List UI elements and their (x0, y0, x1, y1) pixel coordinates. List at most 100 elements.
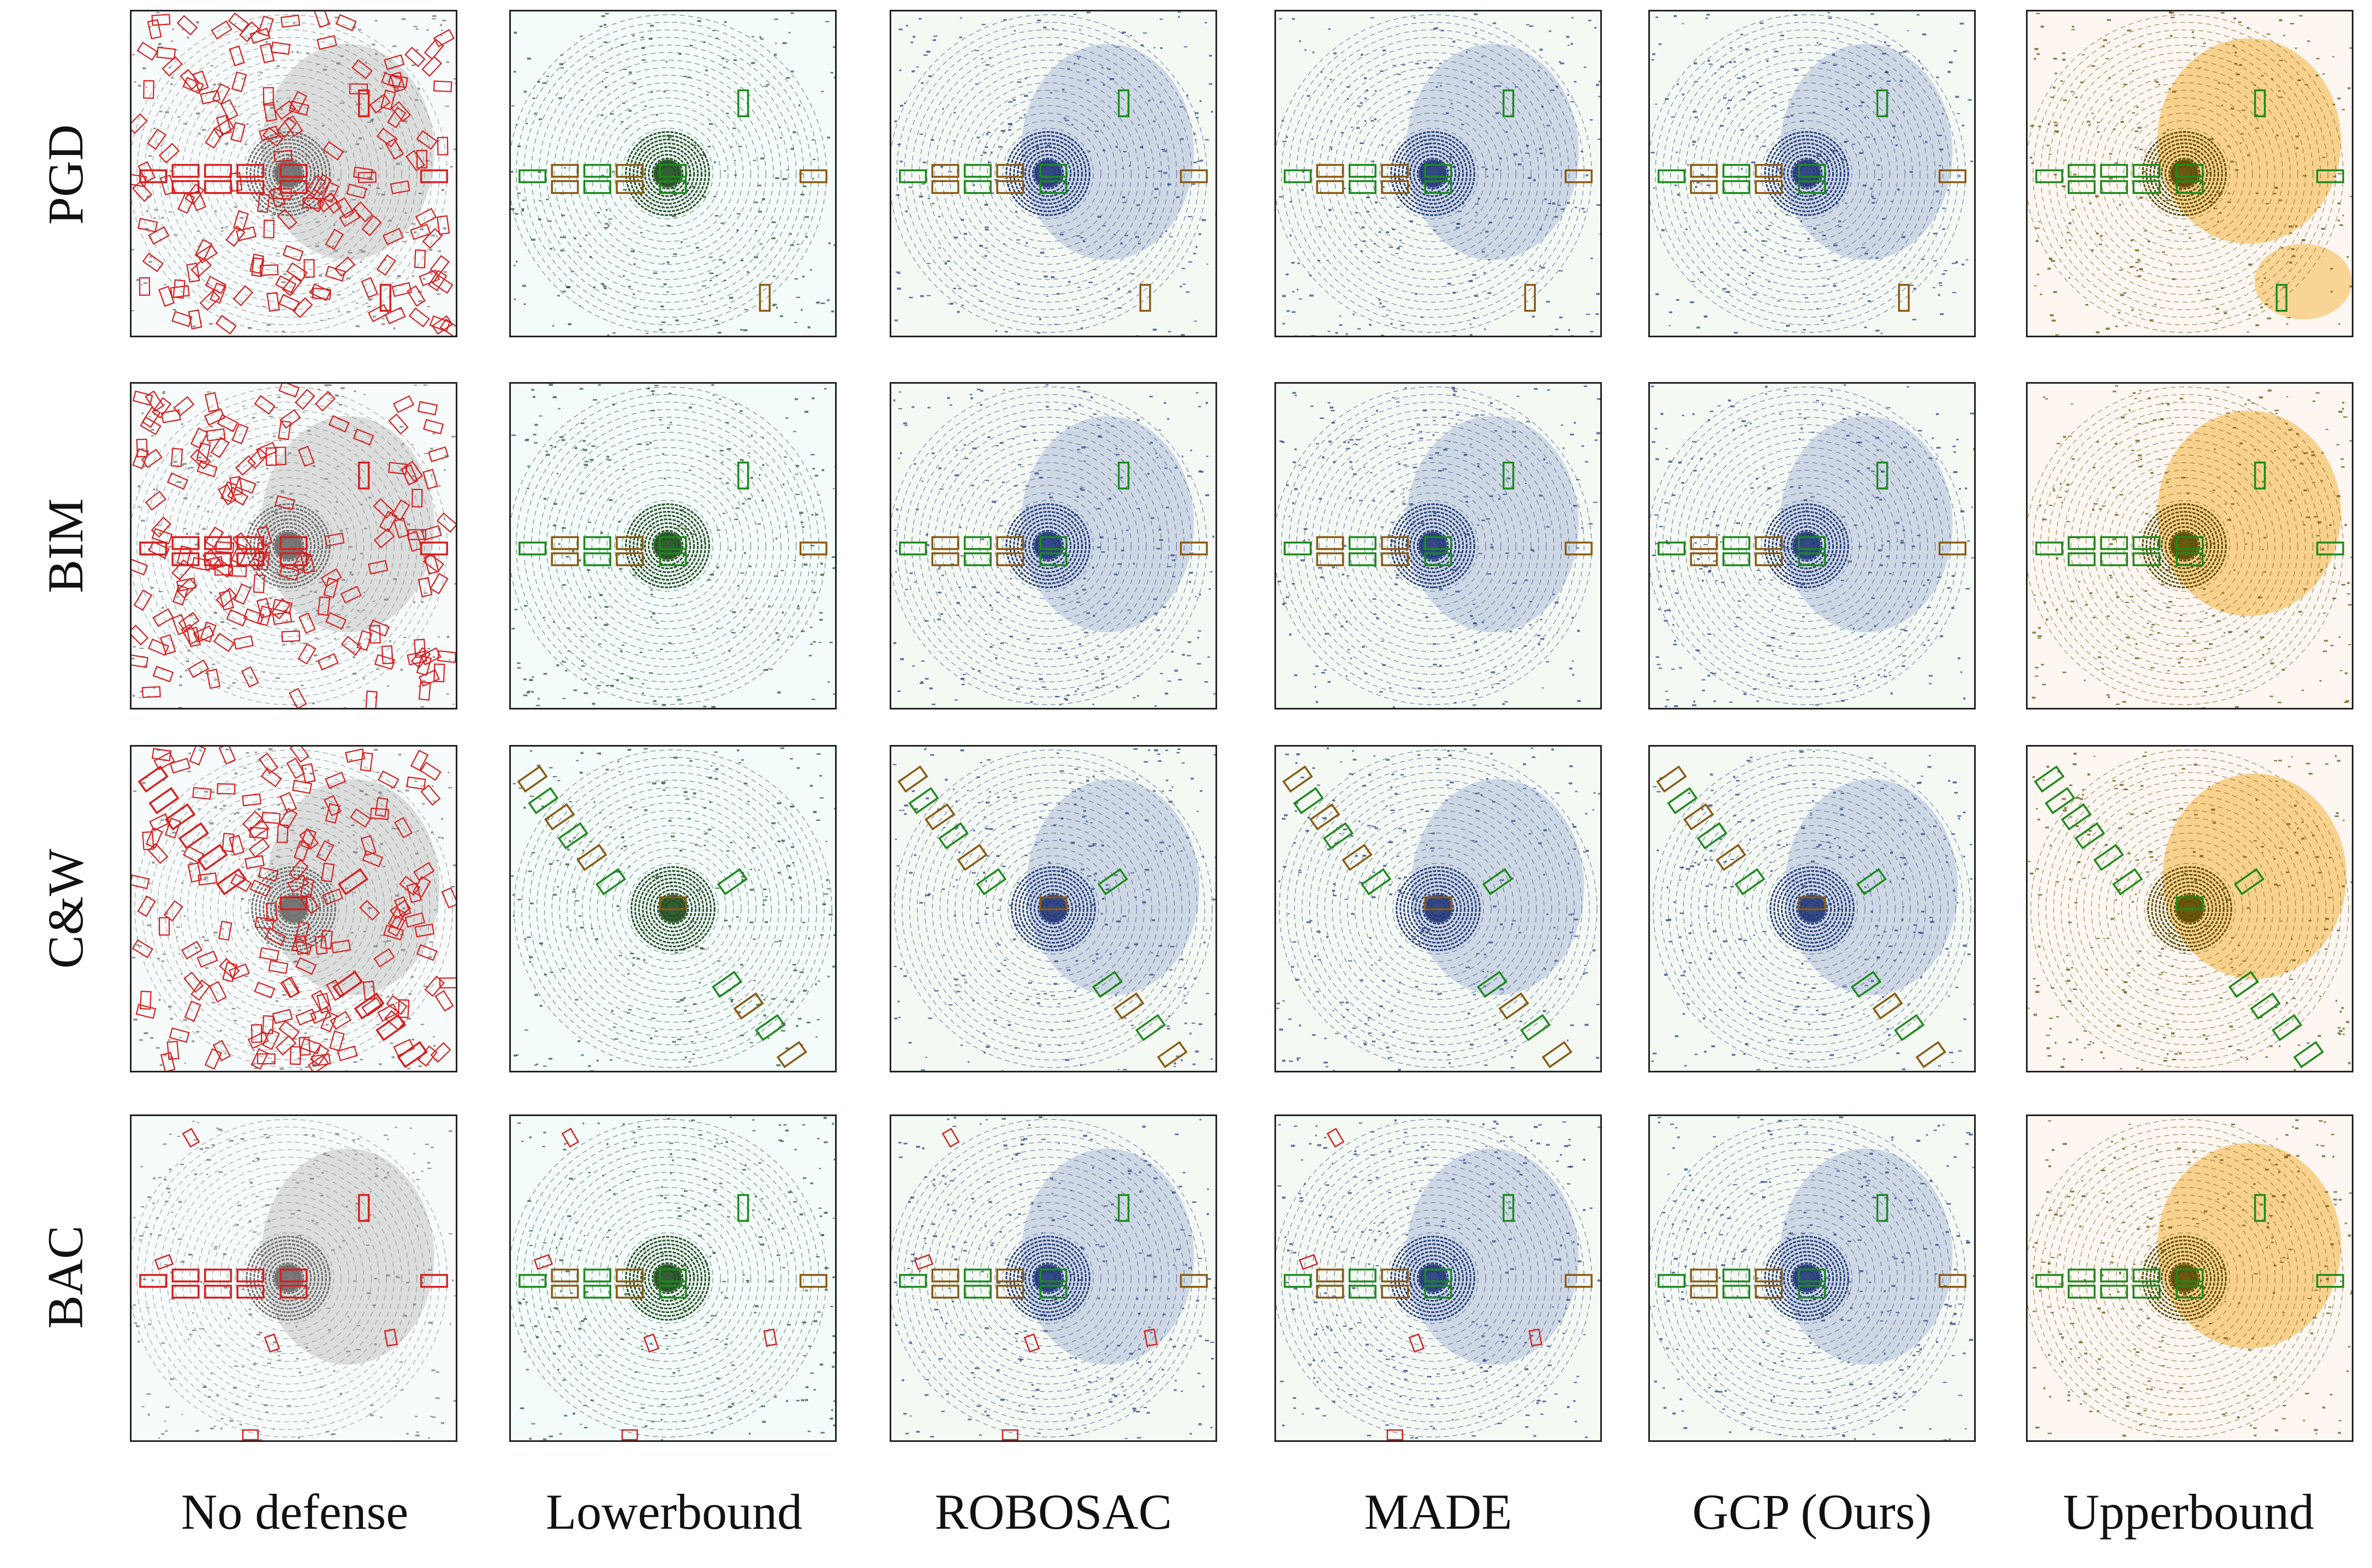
lidar-bev-scene (132, 1119, 456, 1440)
ego-vehicle-points (653, 1264, 682, 1292)
ego-vehicle-points (1419, 159, 1447, 188)
lidar-points (511, 747, 835, 1071)
panel-bac-gcp (1648, 1114, 1976, 1442)
lidar-scan-rings (894, 749, 1213, 1068)
lidar-points (893, 1116, 1215, 1439)
lidar-bev-scene (511, 747, 835, 1071)
detection-boxes (2035, 461, 2344, 567)
point-density-cloud (2157, 410, 2341, 616)
col-label-lowerbound: Lowerbound (545, 1484, 803, 1540)
panel-cw-upperbound (2026, 745, 2353, 1072)
lidar-points (2031, 385, 2352, 708)
panel-pgd-gcp (1648, 10, 1976, 337)
lidar-scan-rings (514, 749, 832, 1068)
detection-boxes (1658, 89, 1966, 312)
lidar-points (132, 384, 456, 708)
point-density-cloud (2162, 773, 2347, 979)
lidar-bev-scene (1276, 13, 1600, 336)
ego-vehicle-points (2170, 159, 2198, 188)
col-label-gcp: GCP (Ours) (1692, 1484, 1932, 1540)
point-density-cloud (1021, 1148, 1194, 1365)
point-density-cloud (1021, 44, 1194, 260)
detection-boxes (132, 11, 456, 336)
lidar-points (511, 384, 835, 708)
point-density-cloud (2157, 38, 2341, 244)
detection-boxes (132, 747, 456, 1071)
point-density-cloud (1411, 779, 1584, 995)
point-density-cloud (2254, 243, 2352, 320)
detection-boxes (1282, 765, 1572, 1069)
lidar-points (511, 12, 835, 336)
point-density-cloud (261, 416, 434, 633)
point-density-cloud (1021, 416, 1194, 633)
detection-boxes (139, 1128, 448, 1440)
panel-cw-no_defense (130, 745, 457, 1072)
ego-vehicle-points (274, 159, 302, 188)
lidar-bev-scene (1276, 385, 1600, 708)
detection-boxes (1284, 1128, 1593, 1440)
lidar-bev-scene (511, 12, 835, 336)
panel-bim-no_defense (130, 382, 457, 710)
point-density-cloud (1026, 779, 1200, 995)
lidar-bev-scene (2028, 749, 2352, 1071)
ego-vehicle-points (1792, 532, 1821, 560)
lidar-bev-scene (891, 384, 1215, 707)
detection-boxes (1658, 461, 1966, 567)
ego-vehicle-points (1419, 1264, 1447, 1292)
point-density-cloud (1405, 44, 1579, 260)
row-label-cw: C&W (38, 849, 94, 969)
detection-boxes (897, 765, 1188, 1069)
col-label-made: MADE (1364, 1484, 1512, 1540)
panel-bac-upperbound (2026, 1114, 2353, 1442)
panel-bim-upperbound (2026, 382, 2353, 710)
panel-bim-made (1274, 382, 1602, 710)
lidar-bev-scene (891, 11, 1215, 336)
detection-boxes (2035, 89, 2344, 312)
lidar-bev-scene (132, 11, 456, 336)
panel-pgd-no_defense (130, 10, 457, 337)
ego-vehicle-points (274, 1264, 302, 1292)
panel-bac-lowerbound (509, 1114, 837, 1442)
panel-pgd-upperbound (2026, 10, 2353, 337)
lidar-points (893, 384, 1215, 707)
lidar-scan-rings (1279, 749, 1598, 1068)
panel-bim-robosac (890, 382, 1217, 710)
row-label-bac: BAC (38, 1225, 94, 1329)
detection-boxes (1284, 89, 1593, 312)
detection-boxes (2034, 765, 2324, 1069)
panel-bac-no_defense (130, 1114, 457, 1442)
row-label-bim: BIM (38, 498, 93, 593)
detection-boxes (132, 384, 456, 708)
lidar-bev-scene (2028, 1119, 2352, 1440)
point-density-cloud (1405, 416, 1579, 633)
lidar-bev-scene (132, 384, 456, 708)
lidar-points (1651, 750, 1974, 1071)
lidar-points (2028, 752, 2352, 1071)
lidar-bev-scene (2028, 385, 2352, 708)
lidar-points (1650, 12, 1974, 334)
detection-boxes (518, 1128, 827, 1440)
point-density-cloud (261, 44, 434, 260)
panel-bac-made (1274, 1114, 1602, 1442)
panel-bac-robosac (890, 1114, 1217, 1442)
row-label-pgd: PGD (38, 124, 94, 225)
lidar-bev-scene (2028, 11, 2352, 336)
lidar-bev-scene (1650, 384, 1974, 707)
ego-vehicle-points (653, 532, 682, 560)
detection-boxes (517, 765, 807, 1069)
lidar-points (1277, 385, 1600, 708)
point-density-cloud (1779, 416, 1953, 633)
ego-vehicle-points (1034, 1264, 1062, 1292)
ego-vehicle-points (1034, 159, 1062, 188)
point-density-cloud (1779, 1148, 1953, 1365)
point-density-cloud (1779, 44, 1953, 260)
ego-vehicle-points (274, 532, 302, 560)
panel-bim-lowerbound (509, 382, 837, 710)
point-density-cloud (1785, 779, 1958, 995)
lidar-bev-scene (1276, 747, 1600, 1071)
detection-boxes (899, 461, 1208, 567)
lidar-points (1277, 1119, 1600, 1439)
lidar-points (517, 1116, 835, 1440)
detection-boxes (518, 89, 827, 312)
lidar-scan-rings (132, 1119, 448, 1438)
